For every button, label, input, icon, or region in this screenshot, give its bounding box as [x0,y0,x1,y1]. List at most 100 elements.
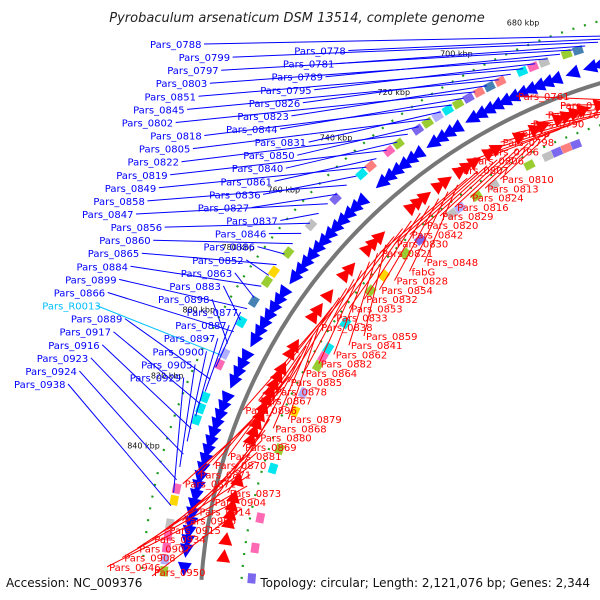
reverse-gene-arrow [335,269,350,284]
label-leader-line [195,338,219,417]
reverse-feature-block [274,443,285,456]
forward-gene-arrow [250,331,264,348]
forward-feature-block [281,246,295,260]
reverse-gene-label: Pars_0885 [291,378,342,389]
forward-gene-label: Pars_0823 [237,112,288,123]
reverse-gene-arrow [222,506,237,521]
label-leader-line [164,222,310,228]
reverse-gene-label: Pars_0908 [124,554,175,565]
forward-feature-block [472,86,486,98]
forward-gene-label: Pars_0826 [249,99,300,110]
label-leader-line [107,292,234,333]
forward-gene-label: Pars_0805 [139,145,190,156]
forward-gene-label: Pars_R0013 [42,302,100,313]
forward-gene-arrow [184,515,199,531]
forward-gene-label: Pars_0789 [272,73,323,84]
reverse-gene-label: Pars_0879 [290,415,341,426]
reverse-gene-label: Pars_0833 [336,314,387,325]
forward-feature-block [169,494,180,507]
reverse-gene-label: Pars_0824 [472,194,523,205]
label-leader-line [187,79,499,110]
forward-gene-labels: Pars_0788Pars_0778Pars_0799Pars_0781Pars… [14,35,600,507]
forward-gene-label: Pars_0865 [88,249,139,260]
label-leader-line [175,91,476,123]
forward-gene-label: Pars_0886 [204,243,255,254]
reverse-gene-arrow [416,191,431,206]
forward-gene-label: Pars_0899 [65,275,116,286]
reverse-gene-arrow [430,181,445,195]
reverse-gene-label: fabG [412,267,436,278]
reverse-gene-label: Pars_0790 [533,120,584,131]
forward-gene-arrow [404,150,420,165]
reverse-gene-arrow [309,302,323,318]
forward-gene-label: Pars_0836 [209,190,260,201]
reverse-gene-arrow [269,368,283,384]
label-leader-line [245,259,270,276]
reverse-gene-label: Pars_0816 [457,203,508,214]
label-leader-line [297,126,419,156]
reverse-feature-block [247,573,257,584]
forward-feature-block [235,315,248,329]
forward-gene-label: Pars_0799 [179,53,230,64]
forward-gene-label: Pars_0797 [167,66,218,77]
label-leader-line [130,265,262,287]
label-leader-line [424,184,459,263]
reverse-gene-arrow [262,384,275,399]
label-leader-line [454,148,519,208]
label-leader-line [274,158,377,182]
forward-gene-arrow [278,284,293,300]
label-leader-line [152,462,254,540]
forward-gene-arrow [300,254,315,270]
forward-gene-arrow [426,134,442,148]
label-leader-line [394,198,440,281]
accession-text: Accession: NC_009376 [6,576,142,590]
forward-gene-label: Pars_0897 [164,334,215,345]
label-leader-line [273,297,340,392]
forward-gene-arrow [323,225,339,241]
label-leader-line [303,279,355,374]
label-leader-line [318,270,363,364]
forward-feature-block [160,554,170,565]
feature-rings [140,19,600,584]
reverse-gene-label: Pars_0832 [366,295,417,306]
reverse-gene-label: Pars_0868 [275,424,326,435]
kbp-tick: 720 kbp [377,88,410,97]
forward-feature-block [483,80,496,93]
forward-gene-label: Pars_0877 [187,308,238,319]
reverse-gene-label: Pars_0761 [518,92,569,103]
reverse-feature-block [541,150,555,163]
forward-gene-arrow [348,198,364,214]
reverse-feature-block [470,189,483,203]
forward-feature-block [304,218,318,232]
label-leader-line [280,212,319,221]
reverse-gene-label: Pars_0842 [412,231,463,242]
kbp-tick: 700 kbp [440,50,473,59]
forward-gene-arrow [237,356,251,372]
reverse-feature-block [250,542,260,554]
genome-title: Pyrobaculum arsenaticum DSM 13514, compl… [109,11,484,26]
label-leader-line [227,366,296,457]
forward-gene-label: Pars_0818 [150,132,201,143]
label-leader-line [272,335,313,429]
label-leader-line [484,137,540,189]
forward-gene-label: Pars_0887 [175,321,226,332]
label-leader-line [181,133,408,163]
reverse-gene-label: Pars_0915 [169,526,220,537]
forward-gene-label: Pars_0858 [93,197,144,208]
reverse-gene-label: Pars_0896 [245,406,296,417]
label-leader-line [234,272,255,298]
label-leader-line [257,246,285,255]
forward-gene-label: Pars_0924 [25,367,76,378]
forward-gene-label: Pars_0884 [77,262,128,273]
forward-feature-block [462,91,475,104]
reverse-gene-arrow [230,473,244,488]
reverse-feature-block [398,247,412,260]
label-leader-line [106,496,245,568]
forward-gene-label: Pars_0917 [60,328,111,339]
label-leader-line [186,351,207,442]
label-leader-line [204,325,230,392]
forward-gene-arrow [306,246,321,263]
forward-gene-arrow [382,167,398,183]
label-leader-line [243,316,326,411]
